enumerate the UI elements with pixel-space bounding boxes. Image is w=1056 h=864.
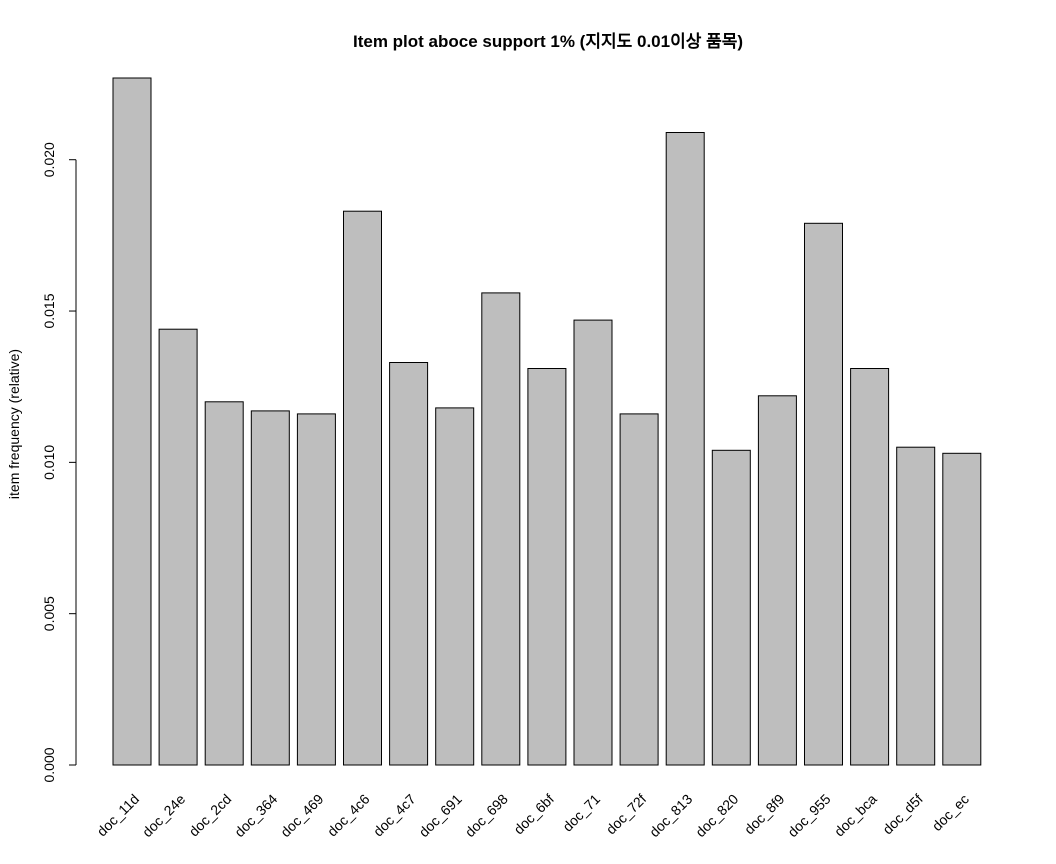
y-tick-label: 0.015 <box>41 293 57 328</box>
x-tick-label: doc_ec <box>929 791 972 834</box>
bar-doc_820 <box>711 449 751 766</box>
y-axis-label: item frequency (relative) <box>6 349 22 499</box>
y-tick-label: 0.000 <box>41 747 57 782</box>
x-tick-label: doc_4c6 <box>324 791 373 840</box>
y-tick-label: 0.020 <box>41 142 57 177</box>
bar-doc_2cd <box>204 401 244 766</box>
bar-doc_698 <box>481 292 521 766</box>
x-tick-label: doc_72f <box>603 791 650 838</box>
y-axis: 0.000 0.005 0.010 0.015 0.020 <box>41 142 77 783</box>
x-tick-label: doc_bca <box>831 791 880 840</box>
x-axis-tick-labels: doc_11ddoc_24edoc_2cddoc_364doc_469doc_4… <box>94 791 972 840</box>
x-tick-label: doc_364 <box>231 791 280 840</box>
x-tick-label: doc_8f9 <box>741 791 788 838</box>
bar-doc_bca <box>850 368 890 766</box>
x-tick-label: doc_24e <box>139 791 188 840</box>
x-tick-label: doc_820 <box>692 791 741 840</box>
bar-doc_24e <box>158 328 198 766</box>
bar-doc_8f9 <box>757 395 797 766</box>
bar-doc_813 <box>665 132 705 766</box>
bar-doc_955 <box>804 222 843 766</box>
x-tick-label: doc_813 <box>646 791 695 840</box>
x-tick-label: doc_691 <box>416 791 465 840</box>
bar-doc_364 <box>250 410 290 766</box>
x-tick-label: doc_469 <box>277 791 326 840</box>
chart-title: Item plot aboce support 1% (지지도 0.01이상 품… <box>353 32 743 51</box>
x-tick-label: doc_11d <box>94 791 143 840</box>
bar-doc_691 <box>435 407 475 766</box>
bars-group <box>112 77 982 766</box>
y-tick-label: 0.010 <box>41 445 57 480</box>
bar-doc_71 <box>573 319 613 766</box>
x-tick-label: doc_2cd <box>186 791 235 840</box>
bar-doc_4c7 <box>389 362 429 766</box>
bar-doc_6bf <box>527 368 567 766</box>
x-tick-label: doc_698 <box>462 791 511 840</box>
x-tick-label: doc_4c7 <box>370 791 419 840</box>
bar-doc_ec <box>942 452 982 766</box>
bar-doc_11d <box>112 77 152 766</box>
bar-doc_4c6 <box>343 210 382 766</box>
y-tick-label: 0.005 <box>41 596 57 631</box>
x-tick-label: doc_d5f <box>879 791 926 838</box>
bar-doc_72f <box>619 413 659 766</box>
x-tick-label: doc_6bf <box>510 791 557 838</box>
bar-doc_d5f <box>896 446 936 766</box>
x-tick-label: doc_955 <box>784 791 833 840</box>
bar-doc_469 <box>296 413 336 766</box>
x-tick-label: doc_71 <box>559 791 603 835</box>
